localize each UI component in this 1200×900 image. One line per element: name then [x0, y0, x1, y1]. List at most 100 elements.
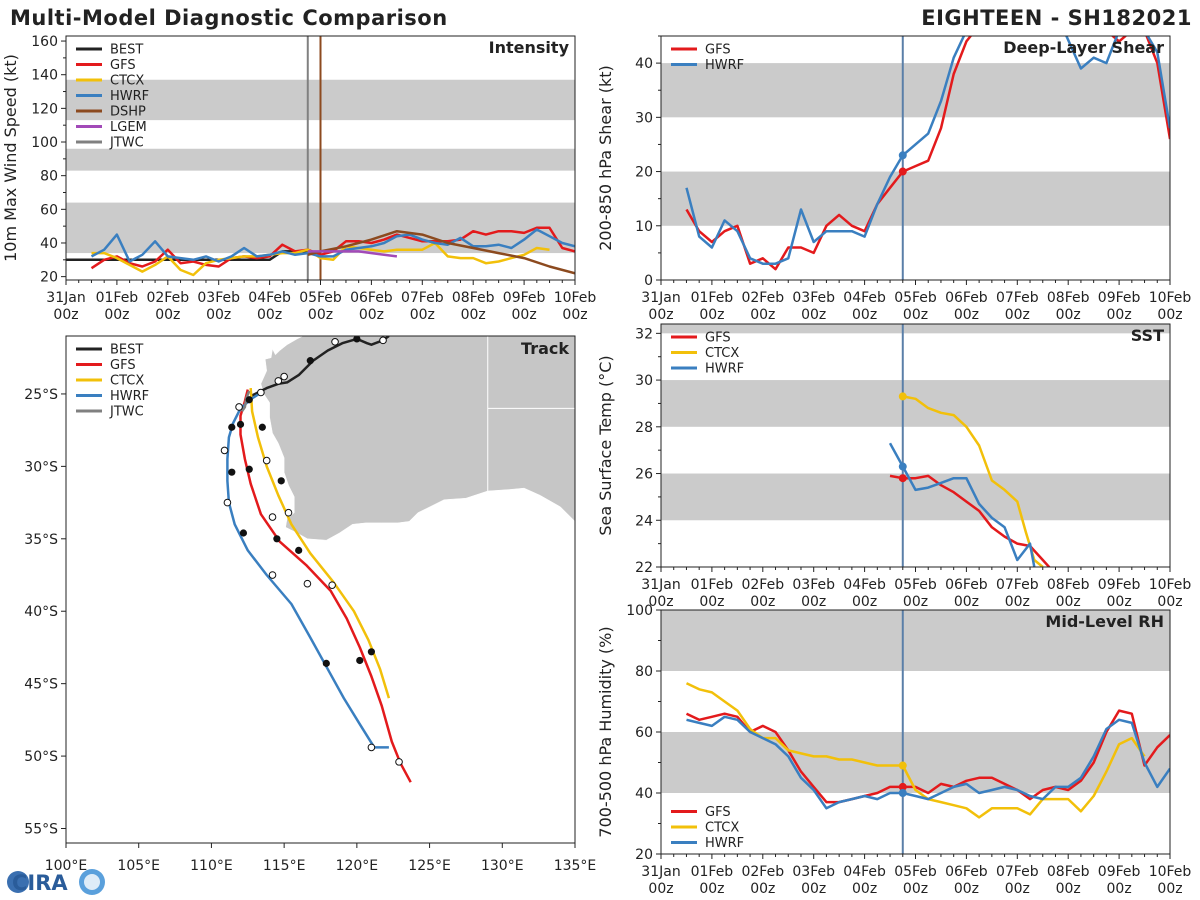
track-marker-open	[303, 579, 312, 588]
y-tick-label: 20	[635, 165, 653, 181]
track-marker-open	[274, 377, 283, 385]
legend-label-hwrf: HWRF	[110, 389, 149, 404]
y-tick-label: 50°S	[24, 749, 58, 765]
track-marker-open	[367, 743, 376, 752]
x-tick-label-hour: 00z	[104, 307, 129, 323]
x-tick-label-hour: 00z	[954, 307, 979, 323]
track-marker-open	[395, 758, 403, 766]
y-axis-label: Sea Surface Temp (°C)	[596, 355, 615, 535]
panel-sst: 22242628303231Jan00z01Feb00z02Feb00z03Fe…	[596, 323, 1191, 610]
y-tick-label: 140	[31, 68, 58, 84]
x-tick-label-hour: 00z	[308, 307, 333, 323]
x-tick-label-date: 05Feb	[894, 290, 937, 306]
x-tick-label: 100°E	[45, 858, 88, 874]
y-axis-label: 200-850 hPa Shear (kt)	[596, 65, 615, 251]
x-tick-label-date: 01Feb	[691, 290, 734, 306]
series-group	[685, 682, 1170, 819]
x-tick-label-date: 03Feb	[792, 577, 835, 593]
track-marker-open	[223, 498, 232, 507]
shade-band	[661, 171, 1170, 226]
x-tick-label-hour: 00z	[648, 307, 673, 323]
marker-gfs	[898, 474, 907, 483]
x-tick-label-date: 09Feb	[1098, 864, 1141, 880]
x-tick-label-date: 09Feb	[1098, 577, 1141, 593]
panel-intensity: 2040608010012014016031Jan00z01Feb00z02Fe…	[1, 34, 596, 323]
x-tick-label-date: 07Feb	[996, 577, 1039, 593]
y-tick-label: 80	[635, 664, 653, 680]
x-tick-label-hour: 00z	[1107, 594, 1132, 610]
y-tick-label: 60	[40, 202, 58, 218]
series-line-lgem	[307, 250, 398, 258]
x-tick-label-date: 10Feb	[1149, 864, 1192, 880]
map-layer	[220, 336, 575, 783]
legend-label-ctcx: CTCX	[705, 821, 739, 836]
track-marker-open	[268, 513, 277, 521]
legend-label-lgem: LGEM	[110, 120, 147, 135]
y-tick-label: 30	[635, 110, 653, 126]
marker-hwrf	[898, 789, 907, 797]
x-tick-label-hour: 00z	[1157, 594, 1182, 610]
x-tick-label: 115°E	[263, 858, 306, 874]
y-axis-label: 700-500 hPa Humidity (%)	[596, 626, 615, 837]
x-tick-label-hour: 00z	[699, 594, 724, 610]
x-tick-label-hour: 00z	[1107, 307, 1132, 323]
track-marker-open	[220, 446, 229, 455]
track-marker-filled	[356, 656, 364, 665]
shade-band	[661, 380, 1170, 427]
track-line-hwrf	[226, 389, 389, 749]
y-tick-label: 20	[40, 270, 58, 286]
track-marker-filled	[273, 535, 281, 543]
x-tick-label-hour: 00z	[954, 881, 979, 897]
y-tick-label: 55°S	[24, 822, 58, 838]
y-tick-label: 25°S	[24, 387, 58, 403]
panel-rh: 2040608010031Jan00z01Feb00z02Feb00z03Feb…	[596, 603, 1191, 897]
series-line-dshp	[307, 229, 575, 275]
x-tick-label-hour: 00z	[155, 307, 180, 323]
track-line-gfs	[239, 389, 412, 783]
track-marker-open	[331, 337, 339, 346]
track-marker-open	[268, 571, 277, 579]
y-tick-label: 100	[626, 603, 653, 619]
marker-ctcx	[898, 761, 907, 770]
legend-label-ctcx: CTCX	[705, 346, 739, 361]
y-tick-label: 20	[635, 847, 653, 863]
x-tick-label-hour: 00z	[1056, 307, 1081, 323]
x-tick-label-date: 07Feb	[996, 290, 1039, 306]
x-tick-label-date: 08Feb	[1047, 864, 1090, 880]
x-tick-label-hour: 00z	[512, 307, 537, 323]
y-tick-label: 10	[635, 219, 653, 235]
x-tick-label-date: 06Feb	[350, 290, 393, 306]
x-tick-label-date: 31Jan	[641, 577, 680, 593]
y-tick-label: 28	[635, 420, 653, 436]
legend-label-jtwc: JTWC	[109, 405, 144, 420]
x-tick-label-hour: 00z	[852, 881, 877, 897]
x-tick-label-hour: 00z	[1107, 881, 1132, 897]
panel-shear: 01020304031Jan00z01Feb00z02Feb00z03Feb00…	[596, 35, 1191, 323]
y-tick-label: 40°S	[24, 604, 58, 620]
series-group	[685, 36, 1170, 271]
marker-hwrf	[898, 151, 907, 160]
track-marker-filled	[245, 396, 253, 404]
x-tick-label-hour: 00z	[461, 307, 486, 323]
x-tick-label-date: 06Feb	[945, 290, 988, 306]
x-tick-label: 120°E	[336, 858, 379, 874]
x-tick-label-date: 03Feb	[792, 864, 835, 880]
series-line-hwrf	[888, 442, 1036, 567]
legend-label-hwrf: HWRF	[705, 362, 744, 377]
legend-label-hwrf: HWRF	[705, 58, 744, 73]
x-tick-label-hour: 00z	[750, 881, 775, 897]
y-tick-label: 80	[40, 169, 58, 185]
x-tick-label-hour: 00z	[410, 307, 435, 323]
panel-title: Track	[521, 339, 569, 358]
x-tick-label-date: 04Feb	[843, 864, 886, 880]
australia-landmass	[260, 336, 575, 541]
track-marker-open	[379, 336, 387, 345]
x-tick-label-hour: 00z	[801, 594, 826, 610]
x-tick-label-date: 06Feb	[945, 577, 988, 593]
track-marker-filled	[228, 468, 236, 476]
x-tick-label-hour: 00z	[1157, 307, 1182, 323]
y-tick-label: 40	[40, 236, 58, 252]
x-tick-label-date: 06Feb	[945, 864, 988, 880]
x-tick-label-hour: 00z	[954, 594, 979, 610]
track-marker-filled	[258, 423, 266, 431]
